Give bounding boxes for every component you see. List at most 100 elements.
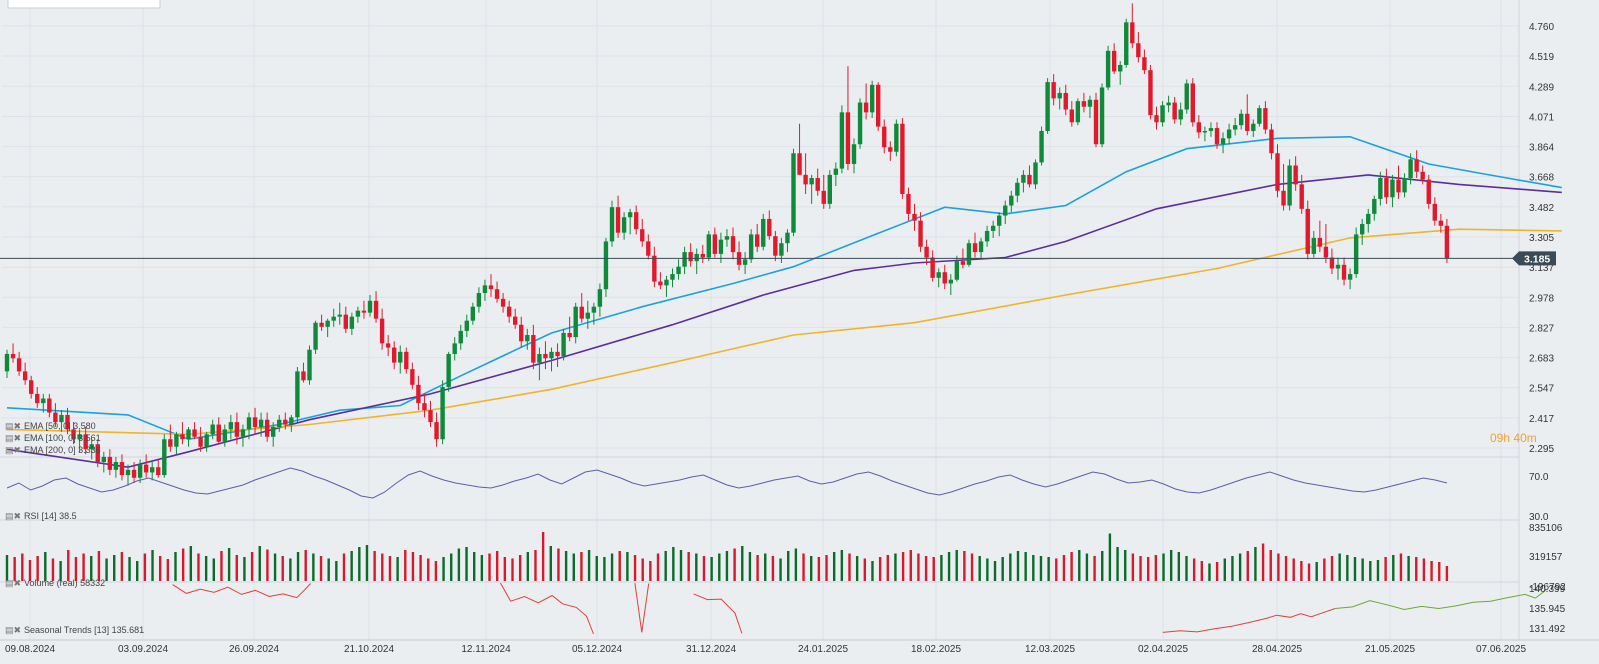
volume-bar xyxy=(44,552,47,581)
candle-body xyxy=(1087,99,1093,107)
volume-bar xyxy=(771,556,775,581)
candle-body xyxy=(1124,22,1129,65)
candle-body xyxy=(785,232,790,244)
candle-body xyxy=(1245,113,1250,131)
volume-bar xyxy=(1208,563,1211,581)
ema-line-0 xyxy=(6,135,1562,441)
candle-body xyxy=(1432,203,1437,221)
legend-ema200[interactable]: ▤✖ EMA [200, 0] 3.336 xyxy=(5,445,101,456)
rsi-line xyxy=(6,467,1448,499)
candle-body xyxy=(95,444,100,463)
candle-body xyxy=(313,322,318,350)
volume-bar xyxy=(227,548,231,581)
volume-bar xyxy=(419,555,422,581)
price-tick-label: 3.305 xyxy=(1529,233,1554,244)
rsi-tick-label: 70.0 xyxy=(1529,472,1549,483)
indicator-settings-icon[interactable]: ▤✖ xyxy=(5,625,22,635)
seasonal-line-past xyxy=(499,582,594,635)
volume-bar xyxy=(610,553,614,581)
candle-body xyxy=(246,417,252,430)
candle-body xyxy=(488,285,494,290)
candle-body xyxy=(1408,159,1413,179)
volume-bar xyxy=(603,557,606,581)
volume-bar xyxy=(1200,561,1204,581)
candle-body xyxy=(77,434,82,440)
candle-body xyxy=(930,257,935,278)
rsi-value: 38.5 xyxy=(59,511,77,521)
candle-body xyxy=(1390,179,1395,198)
candle-body xyxy=(857,102,863,145)
volume-bar xyxy=(189,546,193,581)
candle-body xyxy=(349,316,355,329)
indicator-settings-icon[interactable]: ▤✖ xyxy=(5,445,22,455)
volume-bar xyxy=(13,557,16,581)
date-tick-label: 12.11.2024 xyxy=(461,644,511,655)
volume-bar xyxy=(848,553,851,581)
volume-bar xyxy=(1139,556,1142,581)
date-tick-label: 21.05.2025 xyxy=(1365,644,1415,655)
last-price-tag xyxy=(1512,251,1556,266)
candle-body xyxy=(107,456,113,470)
volume-bar xyxy=(664,551,667,581)
candle-body xyxy=(948,279,953,284)
candle-body xyxy=(482,285,488,294)
volume-bar xyxy=(1185,556,1188,581)
volume-bar xyxy=(296,552,300,581)
candle-body xyxy=(954,261,960,280)
candle-body xyxy=(1081,101,1087,107)
volume-bar xyxy=(1062,555,1066,581)
legend-ema50[interactable]: ▤✖ EMA [50, 0] 3.580 xyxy=(5,421,96,432)
candle-body xyxy=(579,306,584,319)
seasonal-tick-label: 140.399 xyxy=(1529,584,1566,595)
candle-body xyxy=(228,422,234,430)
candle-body xyxy=(658,281,663,286)
candle-body xyxy=(918,220,923,247)
candle-body xyxy=(549,351,554,359)
volume-bar xyxy=(1154,555,1158,581)
legend-seasonal[interactable]: ▤✖ Seasonal Trends [13] 135.681 xyxy=(5,625,144,636)
candle-body xyxy=(398,351,403,363)
candle-body xyxy=(1033,162,1038,185)
candle-body xyxy=(367,300,373,313)
candle-body xyxy=(670,274,675,280)
volume-bar xyxy=(1338,553,1341,581)
indicator-settings-icon[interactable]: ▤✖ xyxy=(5,433,22,443)
date-tick-label: 02.04.2025 xyxy=(1138,644,1188,655)
volume-bar xyxy=(970,553,974,581)
candle-body xyxy=(942,272,947,284)
volume-bar xyxy=(580,552,583,581)
candle-body xyxy=(1003,205,1008,216)
volume-bar xyxy=(1016,551,1020,581)
volume-bar xyxy=(1361,558,1364,581)
legend-ema100[interactable]: ▤✖ EMA [100, 0] 3.561 xyxy=(5,433,101,444)
volume-bar xyxy=(120,552,124,581)
candle-body xyxy=(597,289,603,307)
volume-bar xyxy=(794,548,798,581)
candle-body xyxy=(4,353,10,372)
legend-volume[interactable]: ▤✖ Volume (real) 58332 xyxy=(5,578,105,589)
volume-bar xyxy=(427,558,430,581)
price-tick-label: 3.668 xyxy=(1529,173,1554,184)
candle-body xyxy=(676,266,681,275)
seasonal-line-past xyxy=(693,593,743,634)
candle-body xyxy=(1257,108,1262,124)
volume-bar xyxy=(733,548,736,581)
volume-bar xyxy=(1445,566,1449,581)
indicator-settings-icon[interactable]: ▤✖ xyxy=(5,511,22,521)
candle-body xyxy=(827,174,832,204)
indicator-settings-icon[interactable]: ▤✖ xyxy=(5,578,22,588)
volume-bar xyxy=(787,551,790,581)
volume-bar xyxy=(1353,557,1357,581)
volume-bar xyxy=(1162,553,1165,581)
volume-bar xyxy=(281,556,284,581)
candle-body xyxy=(325,320,330,327)
price-tick-label: 4.289 xyxy=(1529,82,1554,93)
volume-bar xyxy=(534,550,537,581)
candle-body xyxy=(392,347,397,363)
candle-body xyxy=(410,369,415,385)
legend-rsi[interactable]: ▤✖ RSI [14] 38.5 xyxy=(5,511,77,522)
date-tick-label: 18.02.2025 xyxy=(911,644,961,655)
indicator-settings-icon[interactable]: ▤✖ xyxy=(5,421,22,431)
